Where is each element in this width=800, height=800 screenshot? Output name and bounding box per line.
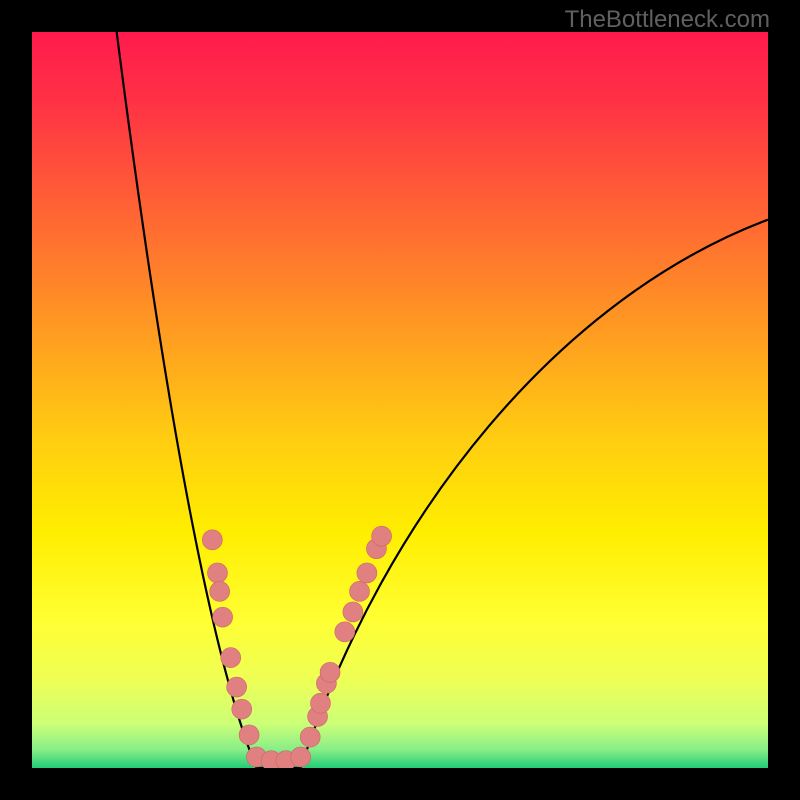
curve-marker (291, 747, 311, 767)
curve-marker (221, 648, 241, 668)
curve-marker (311, 693, 331, 713)
curve-marker (372, 526, 392, 546)
curve-marker (300, 727, 320, 747)
chart-background (32, 32, 768, 768)
watermark-text: TheBottleneck.com (565, 6, 770, 34)
bottleneck-chart (32, 32, 768, 768)
curve-marker (350, 581, 370, 601)
curve-marker (202, 530, 222, 550)
curve-marker (227, 677, 247, 697)
curve-marker (320, 662, 340, 682)
curve-marker (213, 607, 233, 627)
curve-marker (357, 563, 377, 583)
curve-marker (335, 622, 355, 642)
chart-container: TheBottleneck.com (0, 0, 800, 800)
curve-marker (210, 581, 230, 601)
curve-marker (239, 725, 259, 745)
curve-marker (232, 699, 252, 719)
curve-marker (207, 563, 227, 583)
curve-marker (343, 602, 363, 622)
